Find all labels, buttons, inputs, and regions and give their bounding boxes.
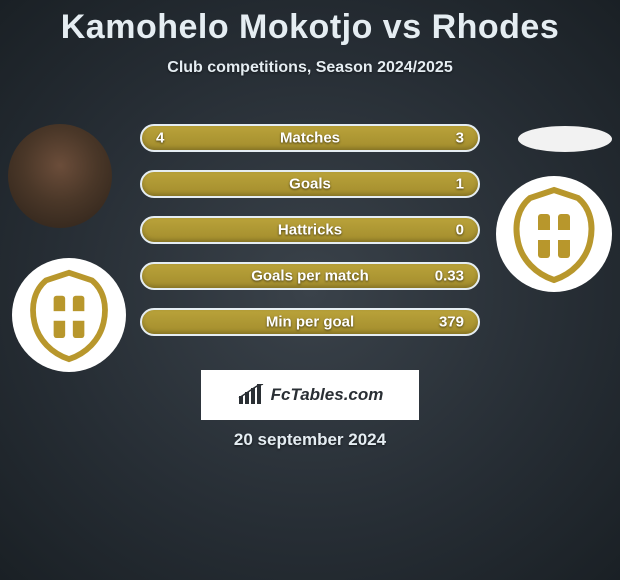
date-text: 20 september 2024 bbox=[234, 430, 386, 450]
stat-label: Matches bbox=[280, 130, 340, 147]
crest-icon bbox=[504, 184, 604, 284]
content: Kamohelo Mokotjo vs Rhodes Club competit… bbox=[0, 0, 620, 580]
stat-bar: Hattricks 0 bbox=[140, 216, 480, 244]
stat-label: Min per goal bbox=[266, 314, 354, 331]
stat-value-right: 379 bbox=[439, 314, 464, 331]
stat-label: Goals bbox=[289, 176, 331, 193]
club1-crest bbox=[12, 258, 126, 372]
stat-label: Hattricks bbox=[278, 222, 342, 239]
stat-value-right: 0.33 bbox=[435, 268, 464, 285]
stat-bar: Goals per match 0.33 bbox=[140, 262, 480, 290]
stat-value-right: 1 bbox=[456, 176, 464, 193]
brand-box: FcTables.com bbox=[201, 370, 419, 420]
stat-value-right: 3 bbox=[456, 130, 464, 147]
page-subtitle: Club competitions, Season 2024/2025 bbox=[0, 59, 620, 77]
club2-crest bbox=[496, 176, 612, 292]
page-title: Kamohelo Mokotjo vs Rhodes bbox=[0, 0, 620, 47]
stat-bar: 4 Matches 3 bbox=[140, 124, 480, 152]
player2-avatar bbox=[518, 126, 612, 152]
brand-text: FcTables.com bbox=[271, 385, 384, 405]
stat-value-right: 0 bbox=[456, 222, 464, 239]
stat-bar: Min per goal 379 bbox=[140, 308, 480, 336]
stat-label: Goals per match bbox=[251, 268, 369, 285]
stat-value-left: 4 bbox=[156, 130, 164, 147]
stat-bar: Goals 1 bbox=[140, 170, 480, 198]
crest-icon bbox=[21, 267, 117, 363]
player1-avatar bbox=[8, 124, 112, 228]
chart-icon bbox=[237, 384, 265, 406]
stat-bars: 4 Matches 3 Goals 1 Hattricks 0 Goals pe… bbox=[140, 124, 480, 354]
